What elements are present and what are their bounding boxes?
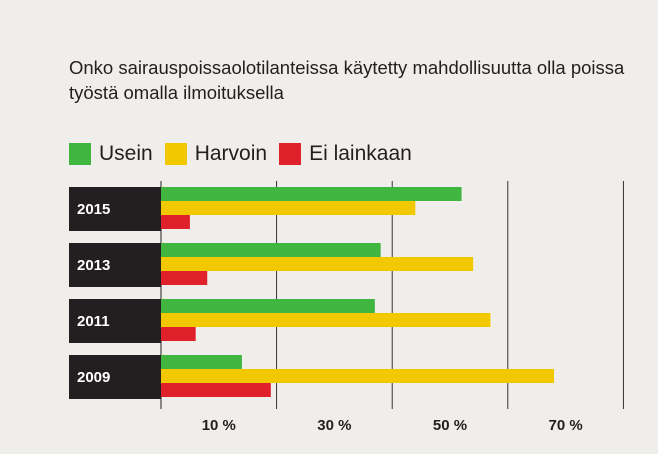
legend-swatch-usein — [69, 143, 91, 165]
bar-2011-ei-lainkaan — [161, 327, 196, 341]
legend-swatch-harvoin — [164, 143, 187, 165]
bar-2015-harvoin — [161, 201, 416, 215]
bar-2015-ei-lainkaan — [161, 215, 190, 229]
bar-2013-harvoin — [161, 257, 474, 271]
x-axis-tick-labels: 10 % 30 % 50 % 70 % — [202, 417, 583, 434]
chart-legend: Usein Harvoin Ei lainkaan — [69, 139, 424, 169]
year-label-2009: 2009 — [77, 369, 110, 386]
bar-2011-usein — [161, 299, 375, 313]
bar-2009-harvoin — [161, 369, 555, 383]
x-tick-label-10: 10 % — [202, 417, 236, 434]
bar-2009-ei-lainkaan — [161, 383, 271, 397]
year-box-2011 — [69, 299, 161, 343]
year-label-2015: 2015 — [77, 201, 110, 218]
x-tick-label-70: 70 % — [548, 417, 582, 434]
x-tick-label-30: 30 % — [317, 417, 351, 434]
year-box-2009 — [69, 355, 161, 399]
legend-label-harvoin: Harvoin — [194, 142, 268, 165]
bar-2009-usein — [161, 355, 242, 369]
legend-item-harvoin: Harvoin — [164, 139, 268, 169]
year-label-2013: 2013 — [77, 257, 110, 274]
x-tick-label-50: 50 % — [433, 417, 467, 434]
chart-title: Onko sairauspoissaolotilanteissa käytett… — [69, 57, 625, 103]
bar-2013-usein — [161, 243, 381, 257]
bar-2015-usein — [161, 187, 462, 201]
year-boxes: 2015 2013 2011 2009 — [69, 187, 161, 399]
bar-2011-harvoin — [161, 313, 491, 327]
legend-label-usein: Usein — [99, 142, 153, 165]
legend-swatch-ei-lainkaan — [279, 143, 302, 165]
legend-item-ei-lainkaan: Ei lainkaan — [279, 139, 412, 169]
year-box-2015 — [69, 187, 161, 231]
year-label-2011: 2011 — [77, 313, 110, 330]
legend-item-usein: Usein — [69, 139, 153, 169]
legend-label-ei-lainkaan: Ei lainkaan — [309, 142, 412, 165]
year-box-2013 — [69, 243, 161, 287]
bar-2013-ei-lainkaan — [161, 271, 208, 285]
bars — [161, 187, 555, 397]
